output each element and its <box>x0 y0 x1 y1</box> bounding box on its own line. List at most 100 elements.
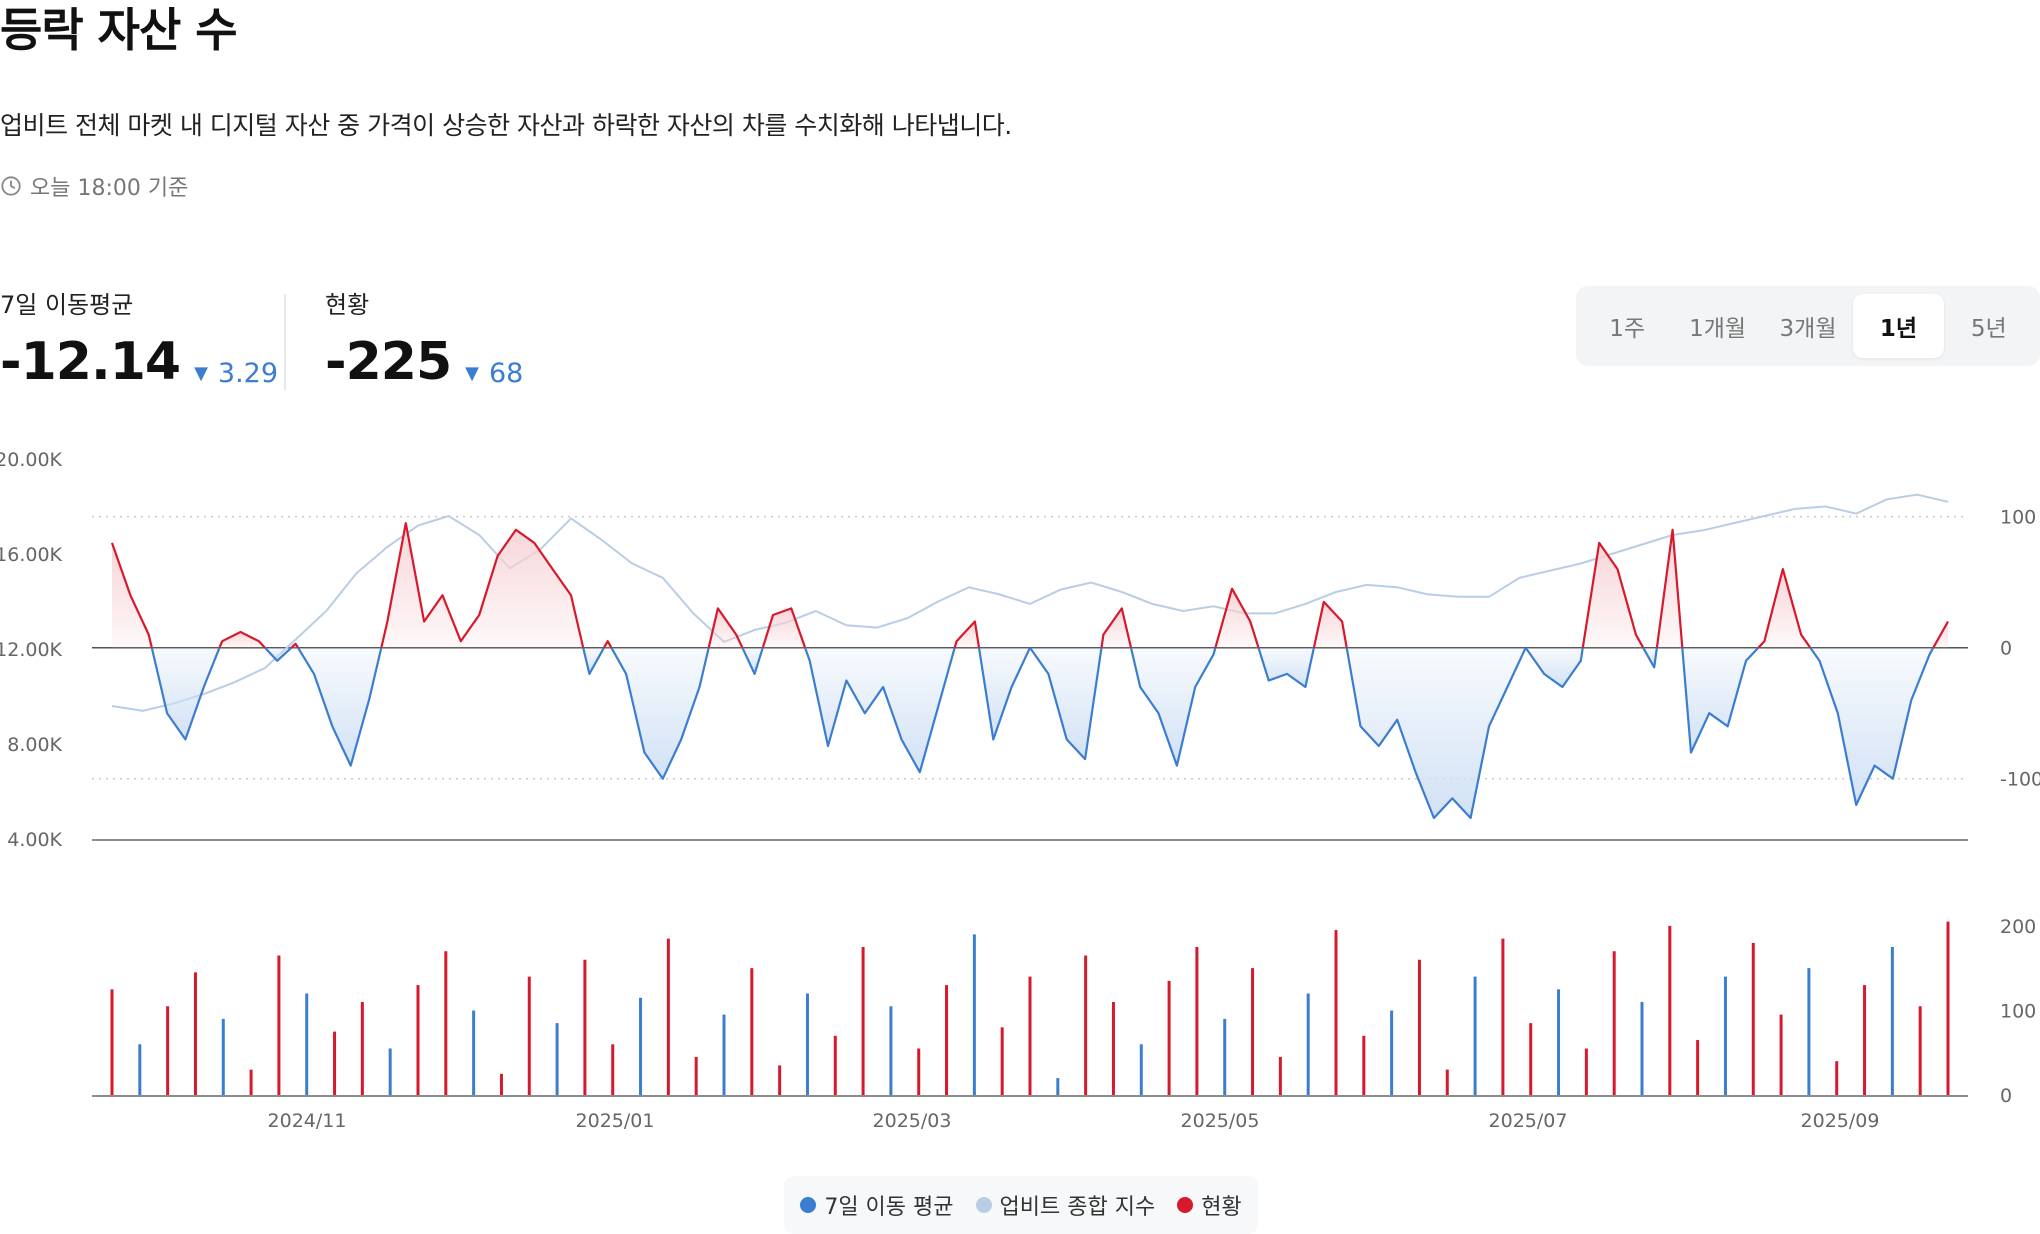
legend-label: 업비트 종합 지수 <box>999 1195 1156 1220</box>
negative-area <box>1346 647 1526 818</box>
moving-average-line <box>1345 647 1527 820</box>
period-selector: 1주 1개월 3개월 1년 5년 <box>1576 286 2040 366</box>
x-axis-tick: 2025/09 <box>1801 1110 1880 1132</box>
metric-moving-average: 7일 이동평균 -12.14 ▼ 3.29 <box>0 288 278 392</box>
moving-average-line <box>1655 528 1684 648</box>
as-of-time: 오늘 18:00 기준 <box>0 170 188 202</box>
moving-average-line <box>150 647 221 741</box>
metric-change-value: 68 <box>488 358 524 389</box>
metric-status: 현황 -225 ▼ 68 <box>325 288 523 392</box>
negative-area <box>742 647 763 674</box>
negative-area <box>1258 647 1314 687</box>
moving-average-line <box>707 607 744 649</box>
moving-average-line <box>741 647 764 676</box>
x-axis-tick: 2025/07 <box>1489 1110 1568 1132</box>
as-of-label: 오늘 18:00 기준 <box>30 176 189 201</box>
moving-average-line <box>1214 587 1260 649</box>
positive-area <box>219 632 265 648</box>
down-triangle-icon: ▼ <box>465 363 479 384</box>
index-line <box>111 493 1949 712</box>
moving-average-line <box>1581 541 1645 649</box>
legend-item-status[interactable]: 현황 <box>1177 1189 1242 1221</box>
negative-area <box>1030 647 1102 760</box>
moving-average-line <box>1809 647 1935 807</box>
negative-area <box>298 647 382 766</box>
chart-legend: 7일 이동 평균 업비트 종합 지수 현황 <box>784 1176 1258 1234</box>
clock-icon <box>1 176 21 196</box>
down-triangle-icon: ▼ <box>194 363 208 384</box>
moving-average-line <box>264 646 293 662</box>
bar-axis-tick: 0 <box>2000 1085 2012 1107</box>
moving-average-line <box>1932 620 1949 649</box>
moving-average-line <box>290 642 299 649</box>
negative-area <box>805 647 955 773</box>
bar-axis-tick: 100 <box>2000 1000 2036 1022</box>
negative-area <box>265 647 292 661</box>
positive-area <box>1582 542 1644 648</box>
page-title: 등락 자산 수 <box>0 3 238 57</box>
moving-average-line <box>1681 646 1760 754</box>
moving-average-line <box>953 620 981 649</box>
right-axis-tick: 100 <box>2000 507 2036 529</box>
legend-label: 7일 이동 평균 <box>824 1195 954 1220</box>
x-axis-tick: 2025/03 <box>873 1110 952 1132</box>
period-3m[interactable]: 3개월 <box>1779 316 1837 342</box>
left-axis-tick: 20.00K <box>0 449 63 471</box>
positive-area <box>708 608 743 648</box>
moving-average-line <box>977 647 1031 741</box>
period-1w[interactable]: 1주 <box>1609 316 1646 342</box>
negative-area <box>1682 647 1759 753</box>
positive-area <box>954 621 979 648</box>
legend-label: 현황 <box>1201 1195 1242 1220</box>
period-1m[interactable]: 1개월 <box>1689 316 1747 342</box>
metric-change: ▼ 3.29 <box>194 358 278 389</box>
legend-item-index[interactable]: 업비트 종합 지수 <box>975 1189 1156 1221</box>
left-axis-tick: 8.00K <box>7 734 62 756</box>
metric-divider <box>284 294 286 390</box>
positive-area <box>1215 588 1259 648</box>
moving-average-line <box>1129 647 1217 767</box>
period-1y[interactable]: 1년 <box>1853 294 1944 358</box>
positive-area <box>1656 529 1683 648</box>
negative-area <box>979 647 1030 740</box>
moving-average-line <box>582 647 605 676</box>
metric-value: -12.14 <box>0 332 181 392</box>
moving-average-line <box>1312 600 1348 648</box>
negative-area <box>1131 647 1216 766</box>
moving-average-line <box>110 542 153 648</box>
moving-average-line <box>380 522 585 648</box>
legend-dot-icon <box>800 1197 817 1213</box>
right-axis-tick: -100 <box>2000 769 2040 791</box>
negative-area <box>151 647 220 740</box>
left-axis-tick: 4.00K <box>7 829 62 851</box>
page-description: 업비트 전체 마켓 내 디지털 자산 중 가격이 상승한 자산과 하락한 자산의… <box>0 111 1012 140</box>
x-axis-tick: 2025/01 <box>576 1110 655 1132</box>
moving-average-line <box>804 647 956 774</box>
metric-change-value: 3.29 <box>217 358 279 389</box>
x-axis-tick: 2025/05 <box>1181 1110 1260 1132</box>
negative-area <box>611 647 709 779</box>
moving-average-line <box>1029 647 1103 761</box>
period-5y[interactable]: 5년 <box>1970 316 2007 342</box>
moving-average-line <box>1757 567 1812 649</box>
positive-area <box>381 523 584 648</box>
moving-average-line <box>1642 647 1658 669</box>
right-axis-tick: 0 <box>2000 638 2012 660</box>
moving-average-line <box>1524 647 1584 689</box>
metric-label: 현황 <box>325 291 370 319</box>
moving-average-line <box>610 647 710 780</box>
advance-decline-chart: 20.00K 16.00K 12.00K 8.00K 4.00K 100 0 -100 200 1… <box>0 449 2040 1132</box>
moving-average-line <box>1100 607 1133 648</box>
negative-area <box>1810 647 1934 805</box>
moving-average-line <box>297 647 383 767</box>
moving-average-line <box>1257 647 1315 689</box>
left-axis-tick: 16.00K <box>0 544 63 566</box>
x-axis-tick: 2024/11 <box>268 1110 347 1132</box>
moving-average-line <box>603 640 613 649</box>
metric-label: 7일 이동평균 <box>0 291 134 319</box>
legend-item-moving-average[interactable]: 7일 이동 평균 <box>800 1189 954 1221</box>
moving-average-line <box>218 630 266 649</box>
positive-area <box>1758 569 1811 648</box>
legend-dot-icon <box>975 1197 992 1213</box>
left-axis-tick: 12.00K <box>0 639 63 661</box>
